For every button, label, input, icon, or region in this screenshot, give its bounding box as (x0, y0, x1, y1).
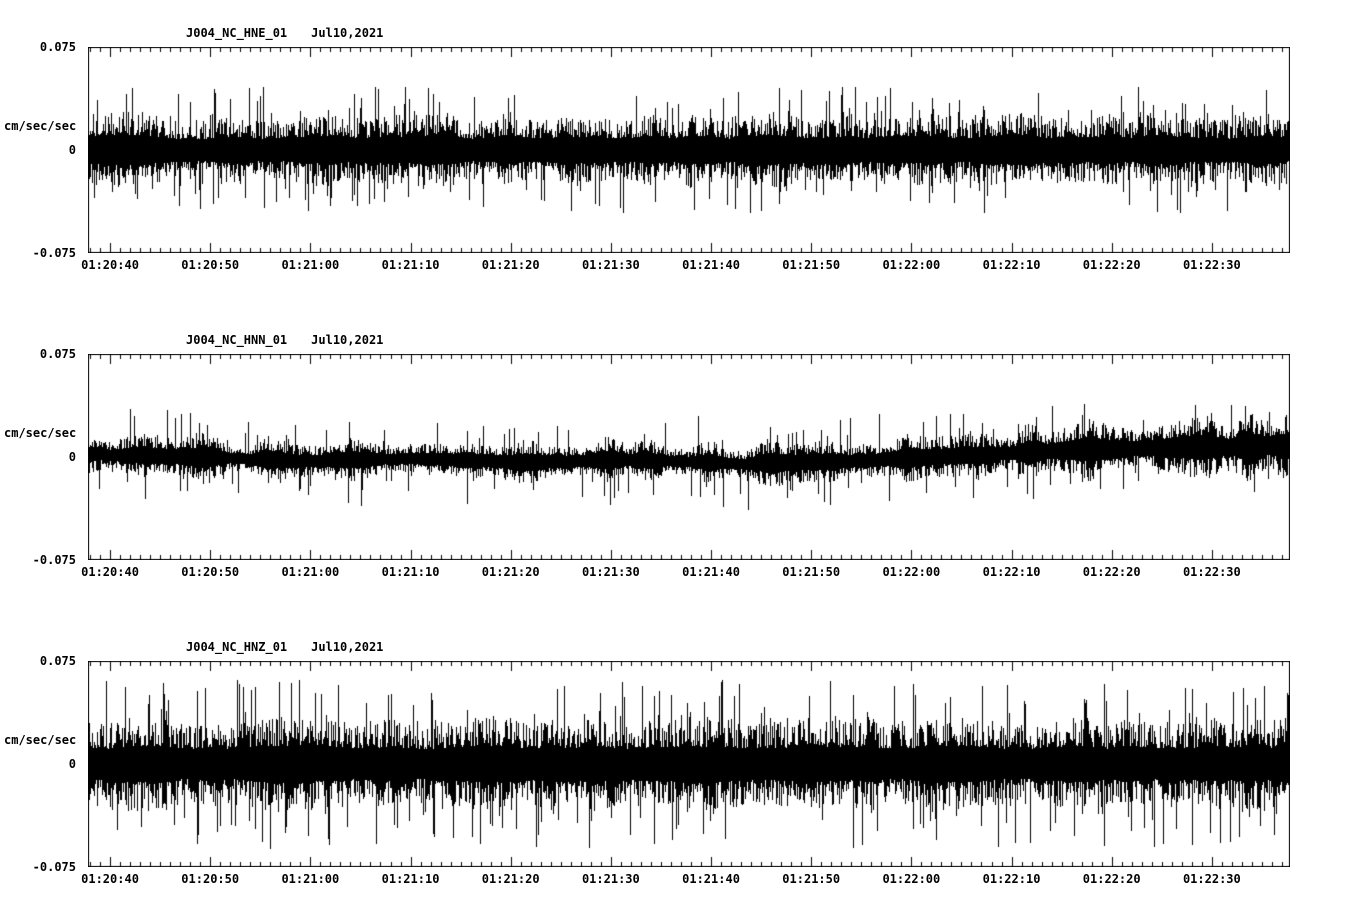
trace-id-label: J004_NC_HNZ_01 (186, 640, 288, 654)
x-tick-label: 01:21:10 (381, 565, 440, 579)
waveform-canvas-hne (88, 47, 1290, 253)
waveform-panel-hnn: J004_NC_HNN_01 Jul10,2021 0.075 cm/sec/se… (0, 327, 1358, 627)
x-tick-label: 01:20:40 (81, 565, 139, 579)
x-tick-label: 01:22:00 (882, 872, 941, 886)
y-axis-units-label: cm/sec/sec (4, 733, 77, 747)
x-tick-label: 01:21:20 (481, 872, 540, 886)
x-tick-label: 01:21:10 (381, 258, 440, 272)
x-tick-label: 01:20:50 (181, 258, 240, 272)
x-tick-label: 01:21:40 (682, 258, 740, 272)
x-tick-label: 01:21:20 (481, 565, 540, 579)
y-tick-label-min: -0.075 (32, 860, 76, 874)
x-tick-label: 01:20:40 (81, 258, 139, 272)
x-tick-label: 01:22:00 (882, 565, 941, 579)
y-tick-label-max: 0.075 (39, 347, 76, 361)
x-tick-label: 01:22:30 (1182, 872, 1241, 886)
x-tick-label: 01:22:30 (1182, 565, 1241, 579)
waveform-panel-hnz: J004_NC_HNZ_01 Jul10,2021 0.075 cm/sec/se… (0, 634, 1358, 924)
x-tick-label: 01:21:50 (782, 258, 841, 272)
y-axis-units-label: cm/sec/sec (4, 426, 77, 440)
x-tick-label: 01:22:20 (1082, 872, 1141, 886)
x-tick-label: 01:21:50 (782, 872, 841, 886)
x-tick-label: 01:21:10 (381, 872, 440, 886)
trace-title: J004_NC_HNZ_01 Jul10,2021 (186, 640, 383, 654)
y-tick-label-max: 0.075 (39, 40, 76, 54)
x-tick-label: 01:20:50 (181, 872, 240, 886)
trace-title: J004_NC_HNE_01 Jul10,2021 (186, 26, 383, 40)
y-tick-label-min: -0.075 (32, 553, 76, 567)
x-tick-label: 01:20:50 (181, 565, 240, 579)
x-tick-label: 01:21:00 (281, 872, 340, 886)
x-tick-label: 01:22:10 (982, 872, 1041, 886)
x-tick-label: 01:22:00 (882, 258, 941, 272)
waveform-canvas-hnn (88, 354, 1290, 560)
x-tick-label: 01:21:50 (782, 565, 841, 579)
trace-date-label: Jul10,2021 (311, 26, 384, 40)
y-axis-units-label: cm/sec/sec (4, 119, 77, 133)
trace-id-label: J004_NC_HNN_01 (186, 333, 288, 347)
x-tick-label: 01:21:00 (281, 258, 340, 272)
x-tick-label: 01:22:20 (1082, 565, 1141, 579)
trace-date-label: Jul10,2021 (311, 640, 384, 654)
y-tick-label-max: 0.075 (39, 654, 76, 668)
x-tick-label: 01:22:20 (1082, 258, 1141, 272)
x-tick-label: 01:21:40 (682, 565, 740, 579)
x-tick-label: 01:22:10 (982, 565, 1041, 579)
y-tick-label-zero: 0 (68, 143, 76, 157)
x-tick-label: 01:21:00 (281, 565, 340, 579)
waveform-canvas-hnz (88, 661, 1290, 867)
x-tick-label: 01:22:30 (1182, 258, 1241, 272)
x-tick-label: 01:21:30 (581, 258, 640, 272)
x-tick-label: 01:20:40 (81, 872, 139, 886)
x-tick-label: 01:21:40 (682, 872, 740, 886)
y-tick-label-zero: 0 (68, 757, 76, 771)
x-tick-label: 01:21:30 (581, 565, 640, 579)
x-tick-label: 01:22:10 (982, 258, 1041, 272)
x-tick-label: 01:21:30 (581, 872, 640, 886)
trace-title: J004_NC_HNN_01 Jul10,2021 (186, 333, 383, 347)
y-tick-label-min: -0.075 (32, 246, 76, 260)
waveform-panel-hne: J004_NC_HNE_01 Jul10,2021 0.075 cm/sec/se… (0, 20, 1358, 320)
trace-id-label: J004_NC_HNE_01 (186, 26, 288, 40)
x-tick-label: 01:21:20 (481, 258, 540, 272)
y-tick-label-zero: 0 (68, 450, 76, 464)
trace-date-label: Jul10,2021 (311, 333, 384, 347)
